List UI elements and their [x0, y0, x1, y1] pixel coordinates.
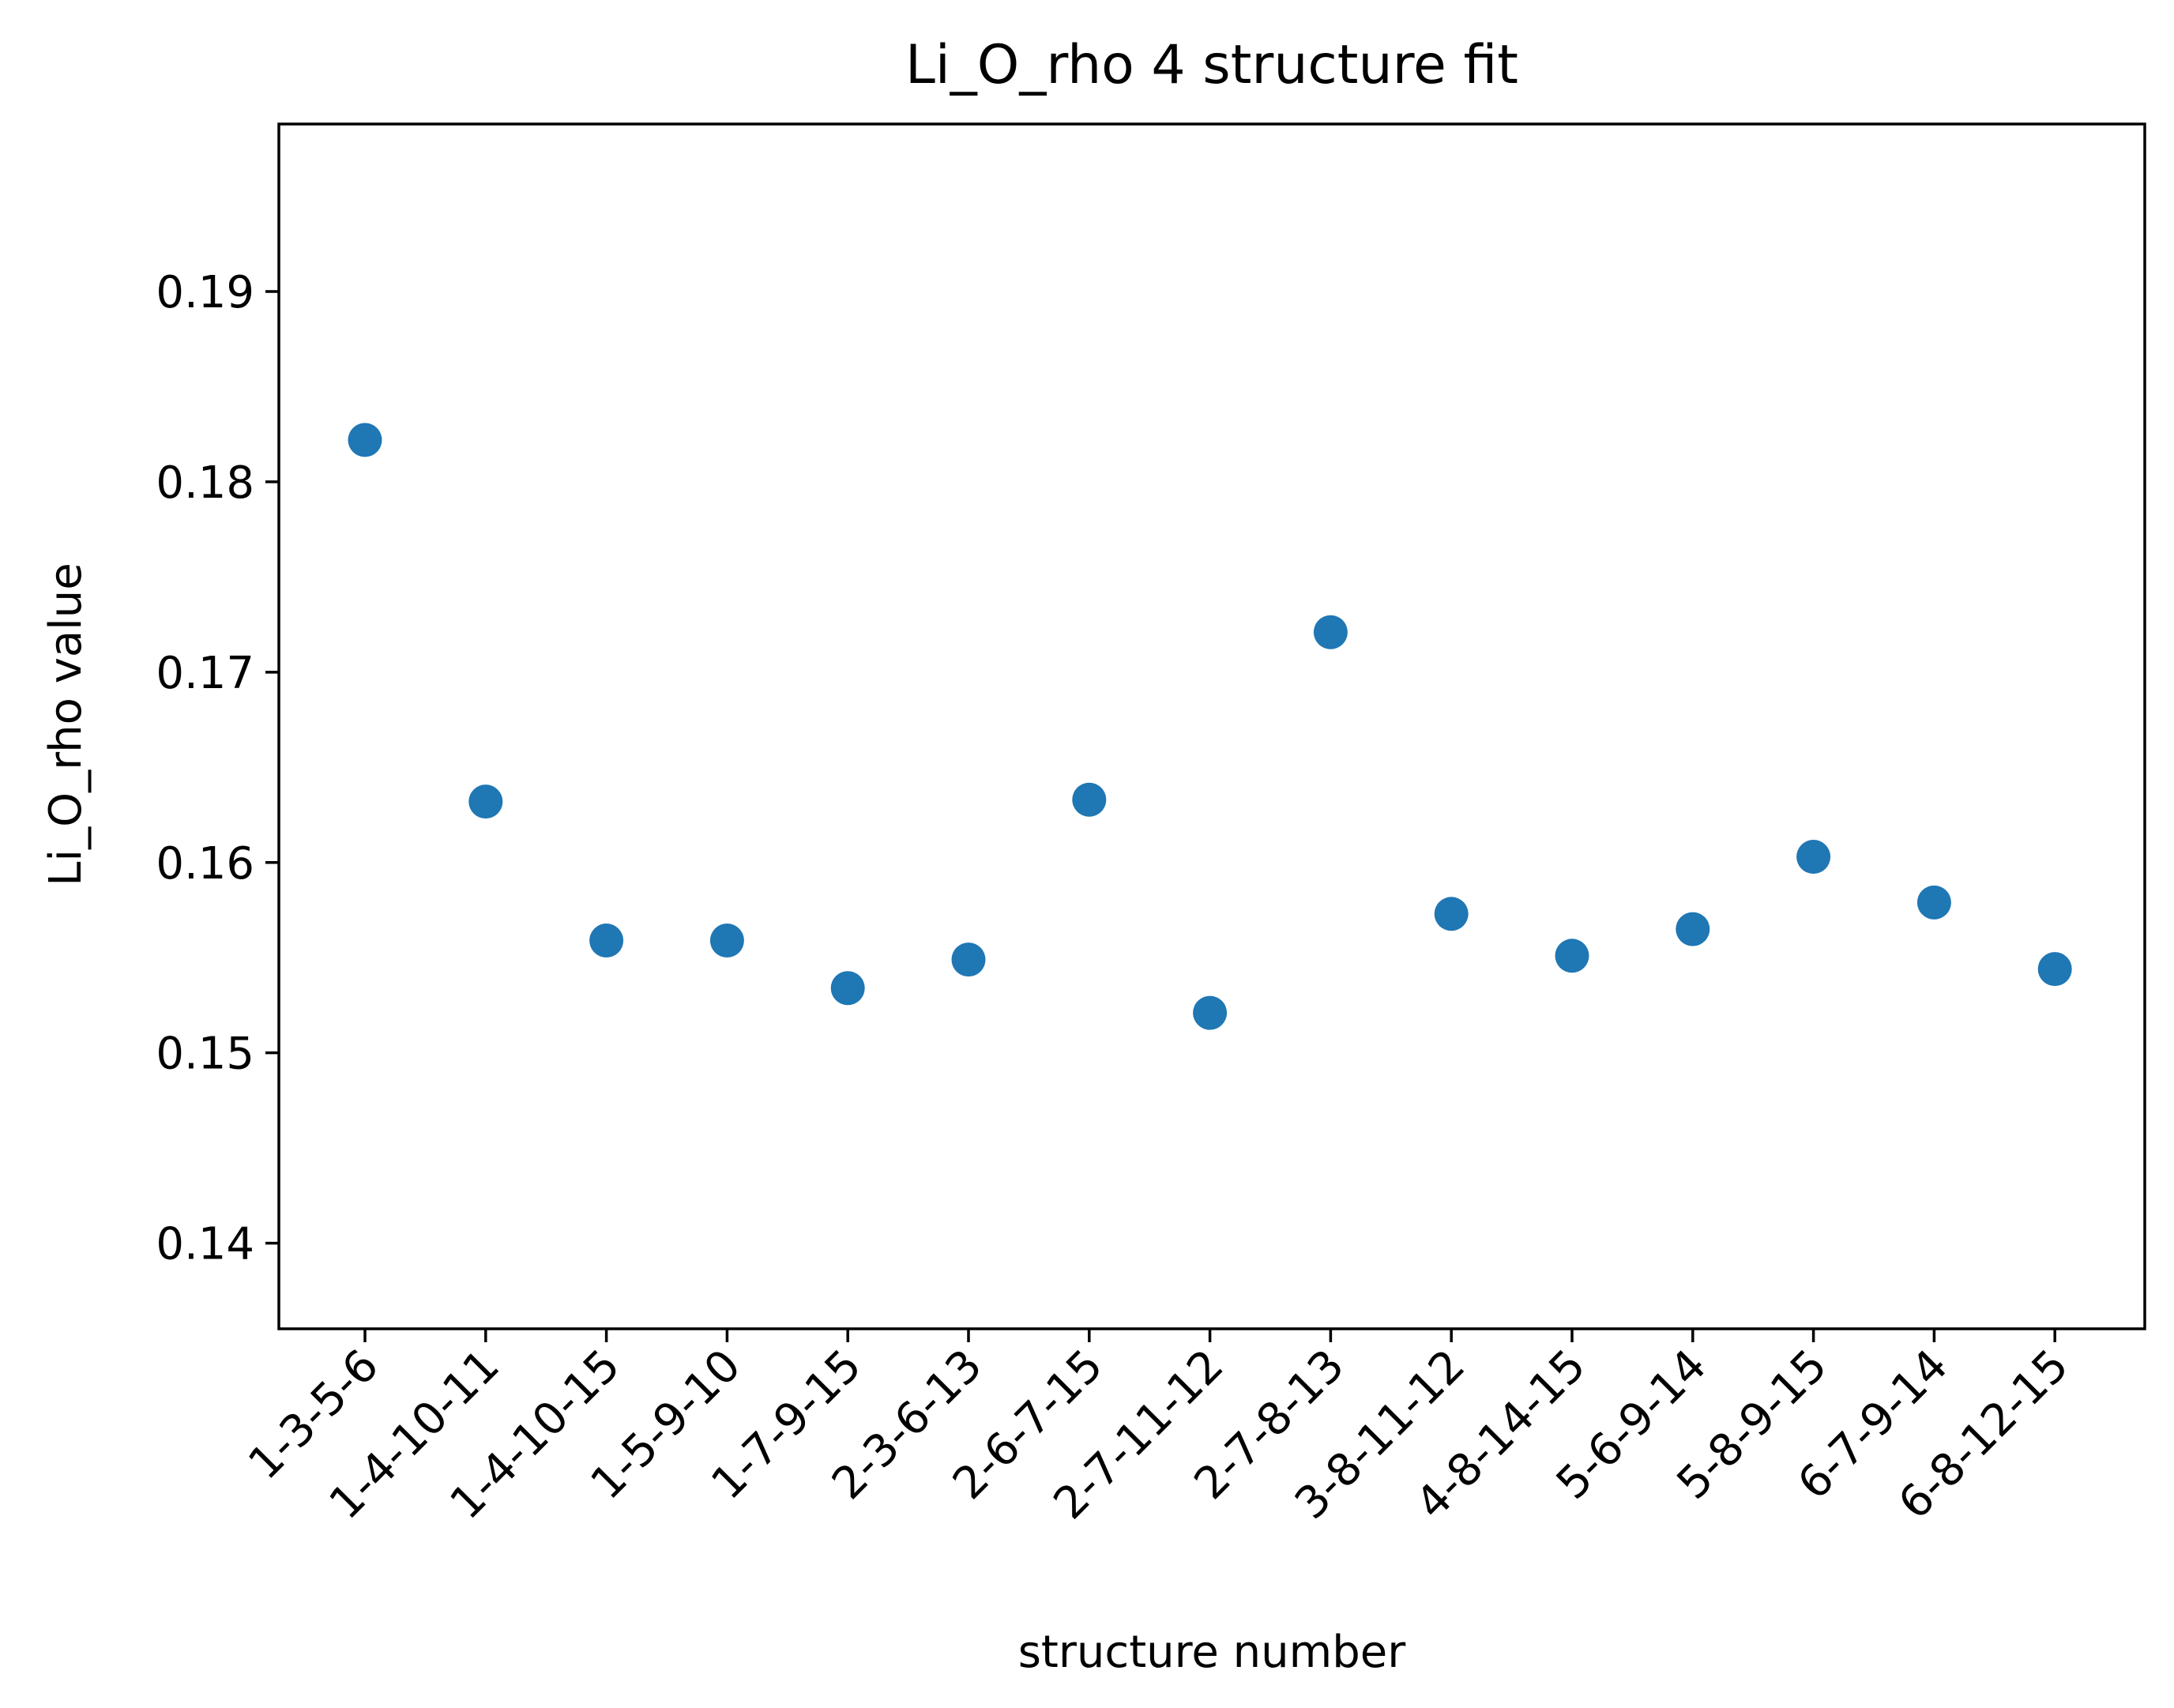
y-tick-label: 0.17	[156, 648, 254, 699]
data-point	[1313, 615, 1348, 649]
plot-frame	[277, 122, 2146, 1330]
data-point	[1072, 782, 1107, 817]
data-point	[1193, 995, 1228, 1030]
data-point	[2037, 952, 2072, 987]
plot-area: 0.140.150.160.170.180.191-3-5-61-4-10-11…	[156, 267, 2078, 1529]
y-axis-label: Li_O_rho value	[40, 562, 92, 886]
x-axis-label: structure number	[1018, 1627, 1406, 1678]
data-point	[1434, 897, 1469, 931]
data-point	[1676, 912, 1710, 946]
y-tick-label: 0.14	[156, 1219, 254, 1270]
y-tick-label: 0.16	[156, 838, 254, 890]
data-point	[830, 971, 865, 1006]
data-point	[1916, 885, 1951, 920]
data-point	[1555, 939, 1589, 973]
data-point	[709, 924, 744, 958]
y-tick-label: 0.19	[156, 267, 254, 318]
data-point	[348, 423, 382, 457]
data-point	[951, 942, 986, 977]
data-point	[1796, 840, 1831, 875]
y-tick-label: 0.15	[156, 1029, 254, 1080]
y-tick-label: 0.18	[156, 457, 254, 509]
data-point	[468, 784, 503, 819]
data-point	[589, 924, 624, 958]
chart-title: Li_O_rho 4 structure fit	[905, 34, 1518, 96]
